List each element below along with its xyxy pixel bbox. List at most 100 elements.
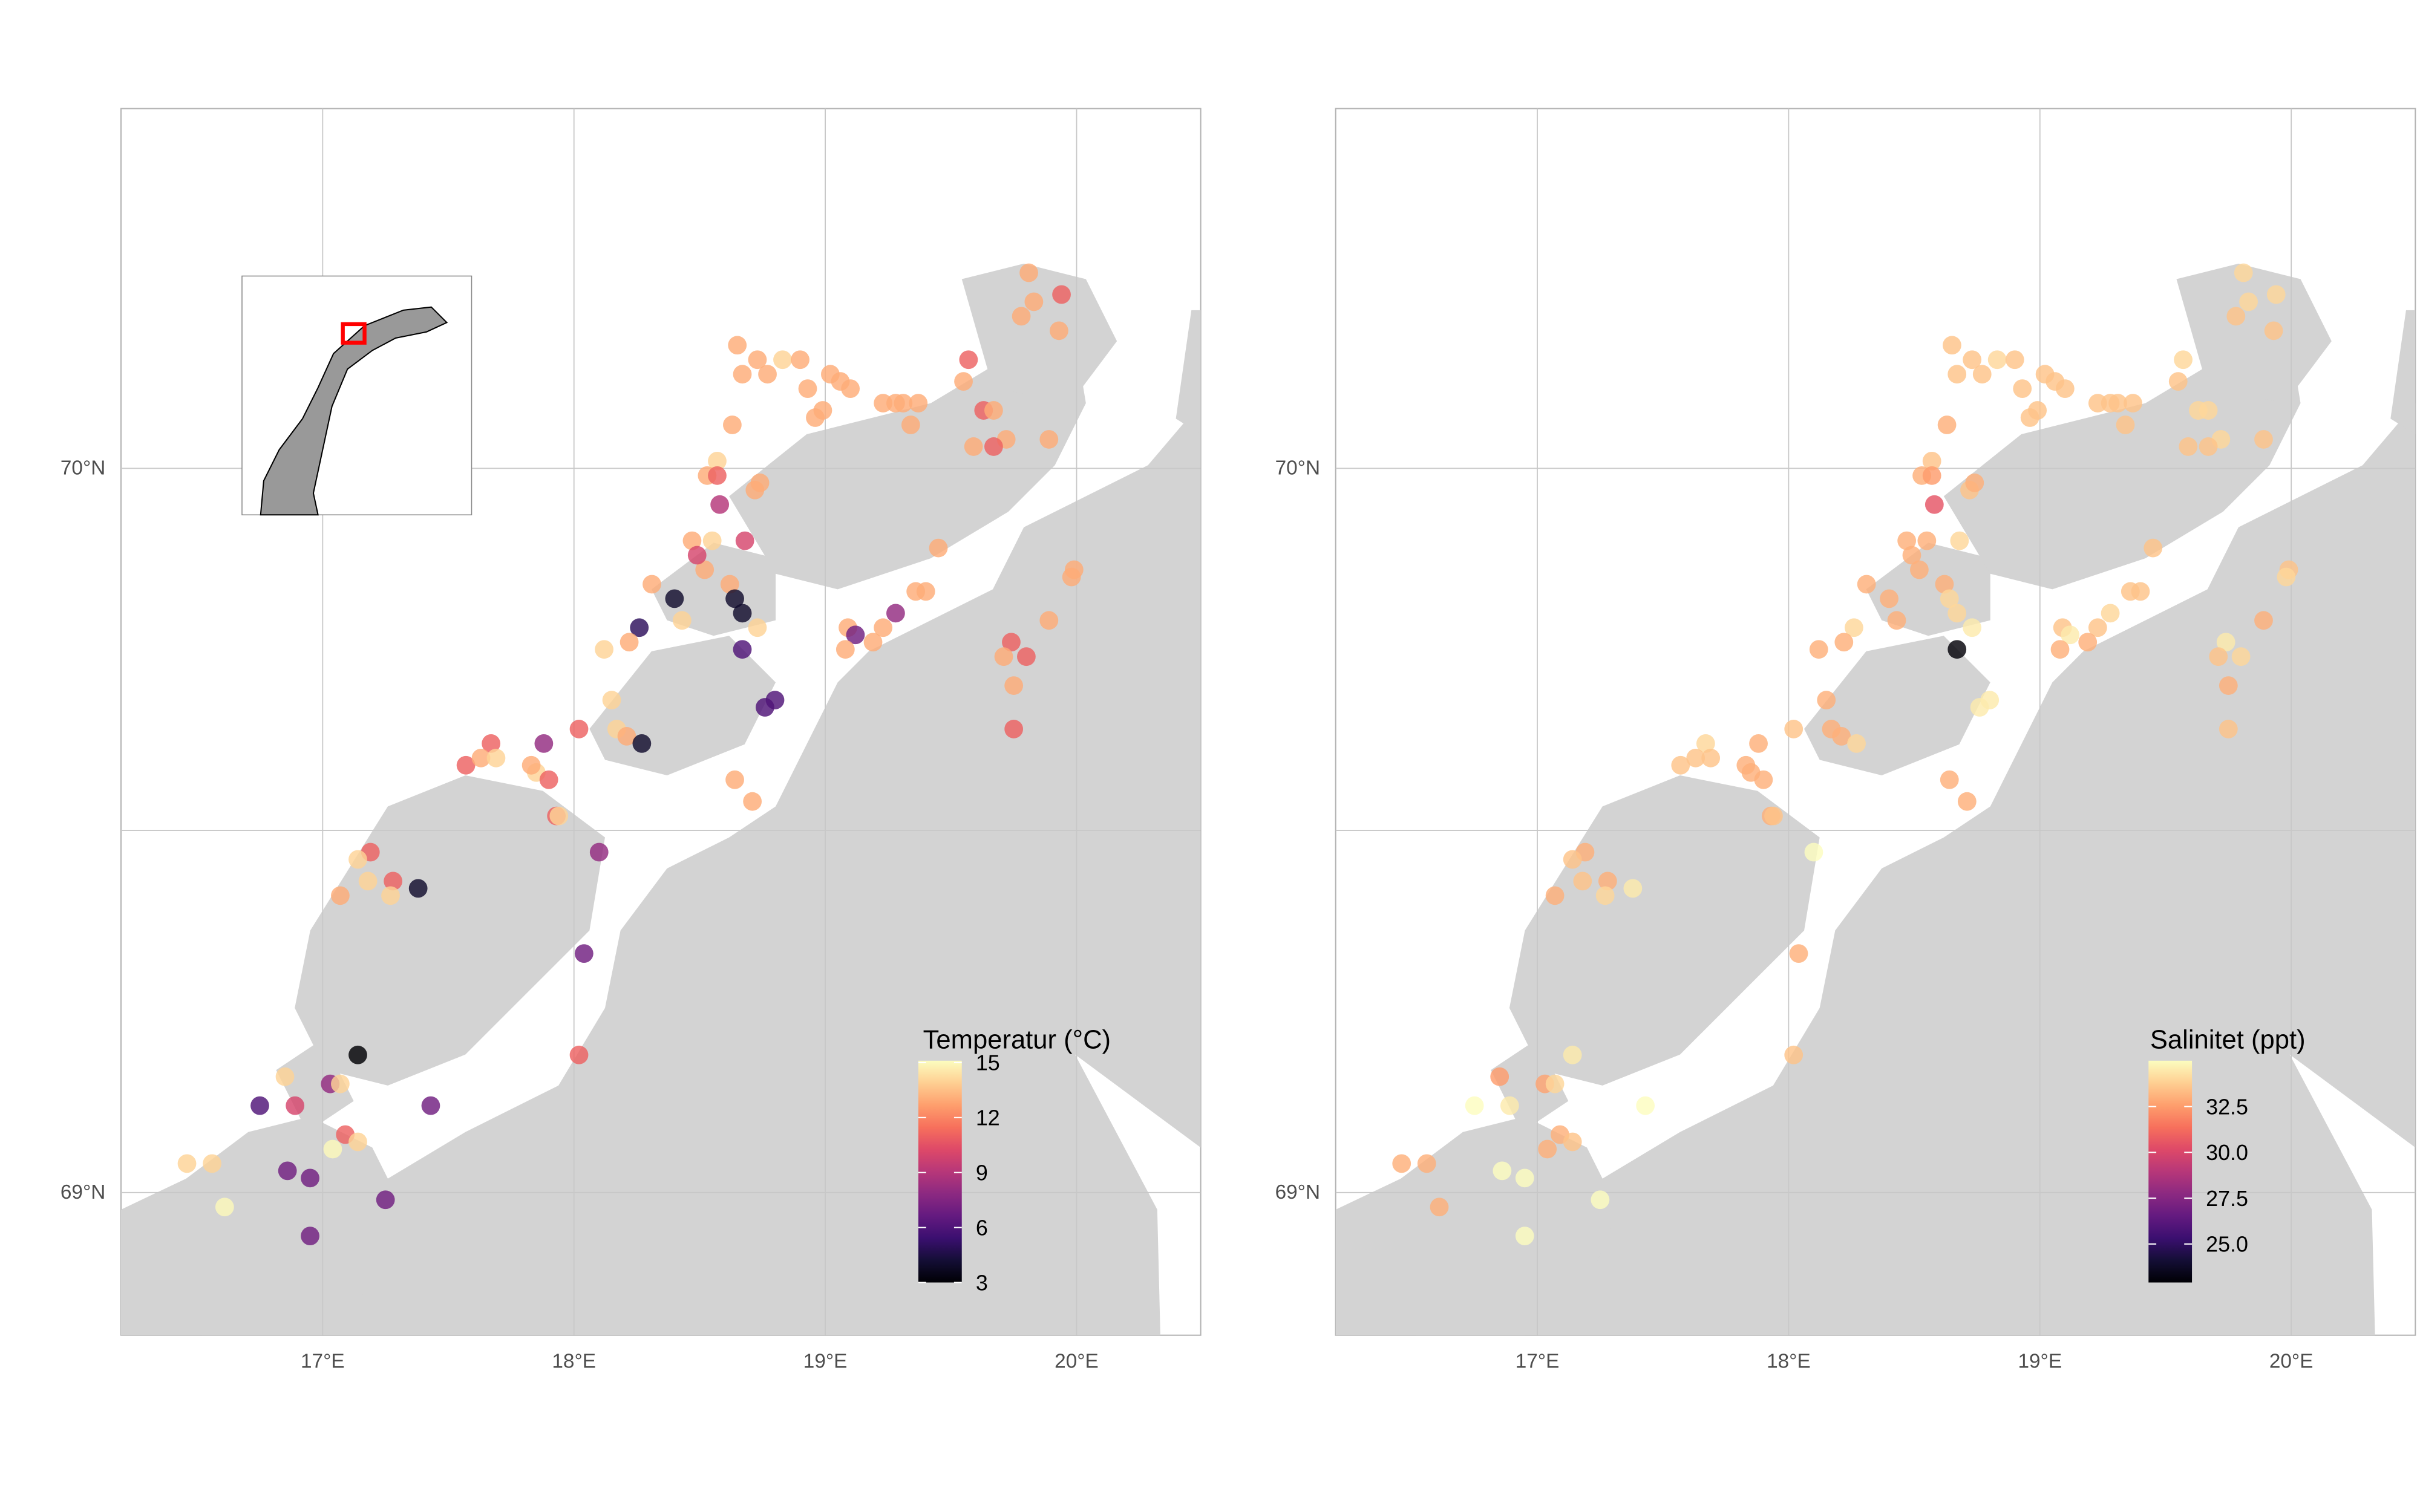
station-point <box>574 944 594 963</box>
station-point <box>1943 336 1961 355</box>
station-point <box>177 1154 197 1173</box>
station-point <box>929 538 948 558</box>
station-point <box>1004 676 1024 695</box>
station-point <box>2116 415 2135 434</box>
colorbar-tick-label: 12 <box>976 1106 1000 1130</box>
station-point <box>1052 285 1071 304</box>
station-point <box>1937 415 1957 434</box>
x-tick-label: 19°E <box>2018 1351 2062 1373</box>
station-point <box>2124 394 2142 412</box>
station-point <box>1950 531 1969 550</box>
station-point <box>2050 640 2070 659</box>
station-point <box>1940 589 1959 608</box>
station-point <box>2239 292 2258 311</box>
station-point <box>846 625 865 645</box>
station-point <box>1880 589 1898 608</box>
legend-title: Salinitet (ppt) <box>2150 1025 2306 1054</box>
station-point <box>2199 437 2218 456</box>
station-point <box>687 546 707 565</box>
station-point <box>682 531 702 550</box>
station-point <box>1940 770 1959 789</box>
station-point <box>1417 1154 1436 1173</box>
station-point <box>381 886 400 905</box>
station-point <box>2088 618 2107 637</box>
station-point <box>1500 1096 1519 1115</box>
station-point <box>331 886 350 905</box>
station-point <box>275 1067 295 1086</box>
station-point <box>1922 466 1941 485</box>
station-point <box>909 394 928 412</box>
station-point <box>1573 872 1592 891</box>
station-point <box>203 1154 221 1173</box>
station-point <box>1910 560 1929 579</box>
station-point <box>1598 872 1617 891</box>
station-point <box>725 589 744 608</box>
station-point <box>348 1045 367 1064</box>
station-point <box>1947 604 1967 623</box>
station-point <box>2078 633 2098 652</box>
station-point <box>2254 611 2273 630</box>
station-point <box>1809 640 1828 659</box>
station-point <box>758 365 777 384</box>
colorbar-tick-label: 27.5 <box>2206 1187 2248 1211</box>
station-point <box>743 792 762 811</box>
station-point <box>1538 1139 1557 1159</box>
station-point <box>471 748 491 767</box>
station-point <box>1671 755 1690 775</box>
station-point <box>2254 430 2273 449</box>
x-tick-label: 20°E <box>1055 1351 1099 1373</box>
station-point <box>1935 575 1954 594</box>
station-point <box>1965 473 1984 492</box>
station-point <box>632 734 652 753</box>
station-point <box>1490 1067 1509 1086</box>
station-point <box>733 604 752 623</box>
station-point <box>1595 886 1615 905</box>
station-point <box>1963 350 1982 370</box>
station-point <box>2179 437 2198 456</box>
station-point <box>1947 365 1967 384</box>
station-point <box>2055 379 2075 399</box>
station-point <box>2005 350 2024 370</box>
station-point <box>1039 611 1059 630</box>
station-point <box>1947 640 1967 659</box>
station-point <box>1804 842 1823 862</box>
station-point <box>798 379 817 399</box>
station-point <box>954 372 973 391</box>
station-point <box>534 734 554 753</box>
salinity-points <box>1392 263 2298 1246</box>
station-point <box>1623 879 1643 898</box>
temperature-legend: Temperatur (°C)15 12 9 6 3 <box>918 1025 1111 1295</box>
station-point <box>1917 531 1937 550</box>
station-point <box>2234 263 2253 282</box>
station-point <box>1887 611 1906 630</box>
station-point <box>482 734 501 753</box>
study-area-marker <box>341 322 367 345</box>
colorbar-tick-label: 6 <box>976 1216 988 1240</box>
station-point <box>2020 408 2039 427</box>
station-point <box>630 618 649 637</box>
temperature-map-panel: 17°E 18°E 19°E 20°E 70°N 69°N Temperatur (°C)… <box>60 108 1202 1373</box>
station-point <box>2108 394 2127 412</box>
temperature-points <box>177 263 1084 1246</box>
station-point <box>376 1190 395 1210</box>
station-point <box>1012 307 1031 326</box>
station-point <box>886 604 905 623</box>
station-point <box>2266 285 2286 304</box>
station-point <box>569 720 589 738</box>
colorbar-tick-label: 3 <box>976 1271 988 1295</box>
station-point <box>984 437 1003 456</box>
station-point <box>1545 1074 1565 1093</box>
station-point <box>2168 372 2188 391</box>
station-point <box>1563 1132 1582 1152</box>
station-point <box>2101 604 2120 623</box>
station-point <box>1972 365 1992 384</box>
salinity-map-panel: 17°E 18°E 19°E 20°E 70°N 69°N Salinitet (ppt)… <box>1275 108 2416 1373</box>
station-point <box>2061 625 2080 645</box>
station-point <box>1465 1096 1484 1115</box>
station-point <box>358 872 378 891</box>
station-point <box>874 618 893 637</box>
colorbar-tick-label: 25.0 <box>2206 1233 2248 1257</box>
colorbar-tick-label: 32.5 <box>2206 1095 2248 1119</box>
graticule <box>1335 108 2416 1335</box>
axis-labels: 17°E 18°E 19°E 20°E 70°N 69°N <box>1275 457 2314 1373</box>
